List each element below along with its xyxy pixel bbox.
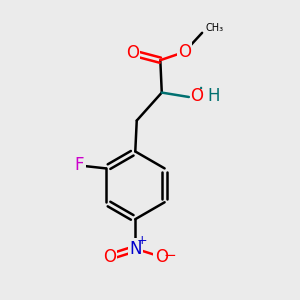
Text: O: O <box>155 248 168 266</box>
Text: O: O <box>190 86 203 104</box>
Text: H: H <box>207 86 220 104</box>
Text: −: − <box>164 248 176 263</box>
Text: ·: · <box>198 80 204 99</box>
Text: O: O <box>126 44 139 62</box>
Text: CH₃: CH₃ <box>206 22 224 32</box>
Text: +: + <box>136 234 147 247</box>
Text: O: O <box>178 43 191 61</box>
Text: F: F <box>75 157 84 175</box>
Text: N: N <box>129 240 142 258</box>
Text: O: O <box>103 248 116 266</box>
